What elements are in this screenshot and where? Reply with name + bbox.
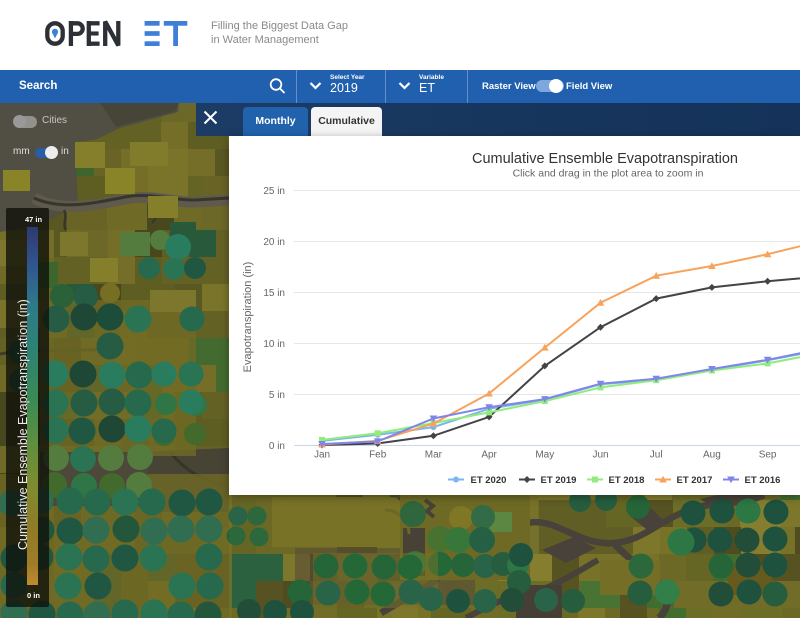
svg-text:ET 2016: ET 2016	[745, 475, 781, 486]
svg-text:Jun: Jun	[592, 450, 608, 461]
svg-text:Click and drag in the plot are: Click and drag in the plot area to zoom …	[513, 168, 704, 180]
svg-text:10 in: 10 in	[263, 339, 285, 350]
svg-text:Sep: Sep	[759, 450, 777, 461]
svg-text:ET 2018: ET 2018	[609, 475, 645, 486]
svg-text:Evapotranspiration (in): Evapotranspiration (in)	[242, 262, 254, 373]
svg-text:0 in: 0 in	[269, 441, 285, 452]
svg-text:ET 2020: ET 2020	[471, 475, 507, 486]
svg-text:Mar: Mar	[425, 450, 443, 461]
svg-text:Jan: Jan	[314, 450, 330, 461]
svg-text:May: May	[535, 450, 554, 461]
svg-text:Cumulative Ensemble Evapotrans: Cumulative Ensemble Evapotranspiration	[472, 151, 738, 167]
svg-text:Feb: Feb	[369, 450, 387, 461]
svg-text:25 in: 25 in	[263, 186, 285, 197]
svg-text:20 in: 20 in	[263, 237, 285, 248]
svg-text:Apr: Apr	[481, 450, 497, 461]
svg-text:5 in: 5 in	[269, 390, 285, 401]
svg-text:15 in: 15 in	[263, 288, 285, 299]
svg-text:ET 2017: ET 2017	[677, 475, 713, 486]
svg-text:Aug: Aug	[703, 450, 721, 461]
svg-text:Jul: Jul	[650, 450, 663, 461]
svg-text:ET 2019: ET 2019	[541, 475, 577, 486]
